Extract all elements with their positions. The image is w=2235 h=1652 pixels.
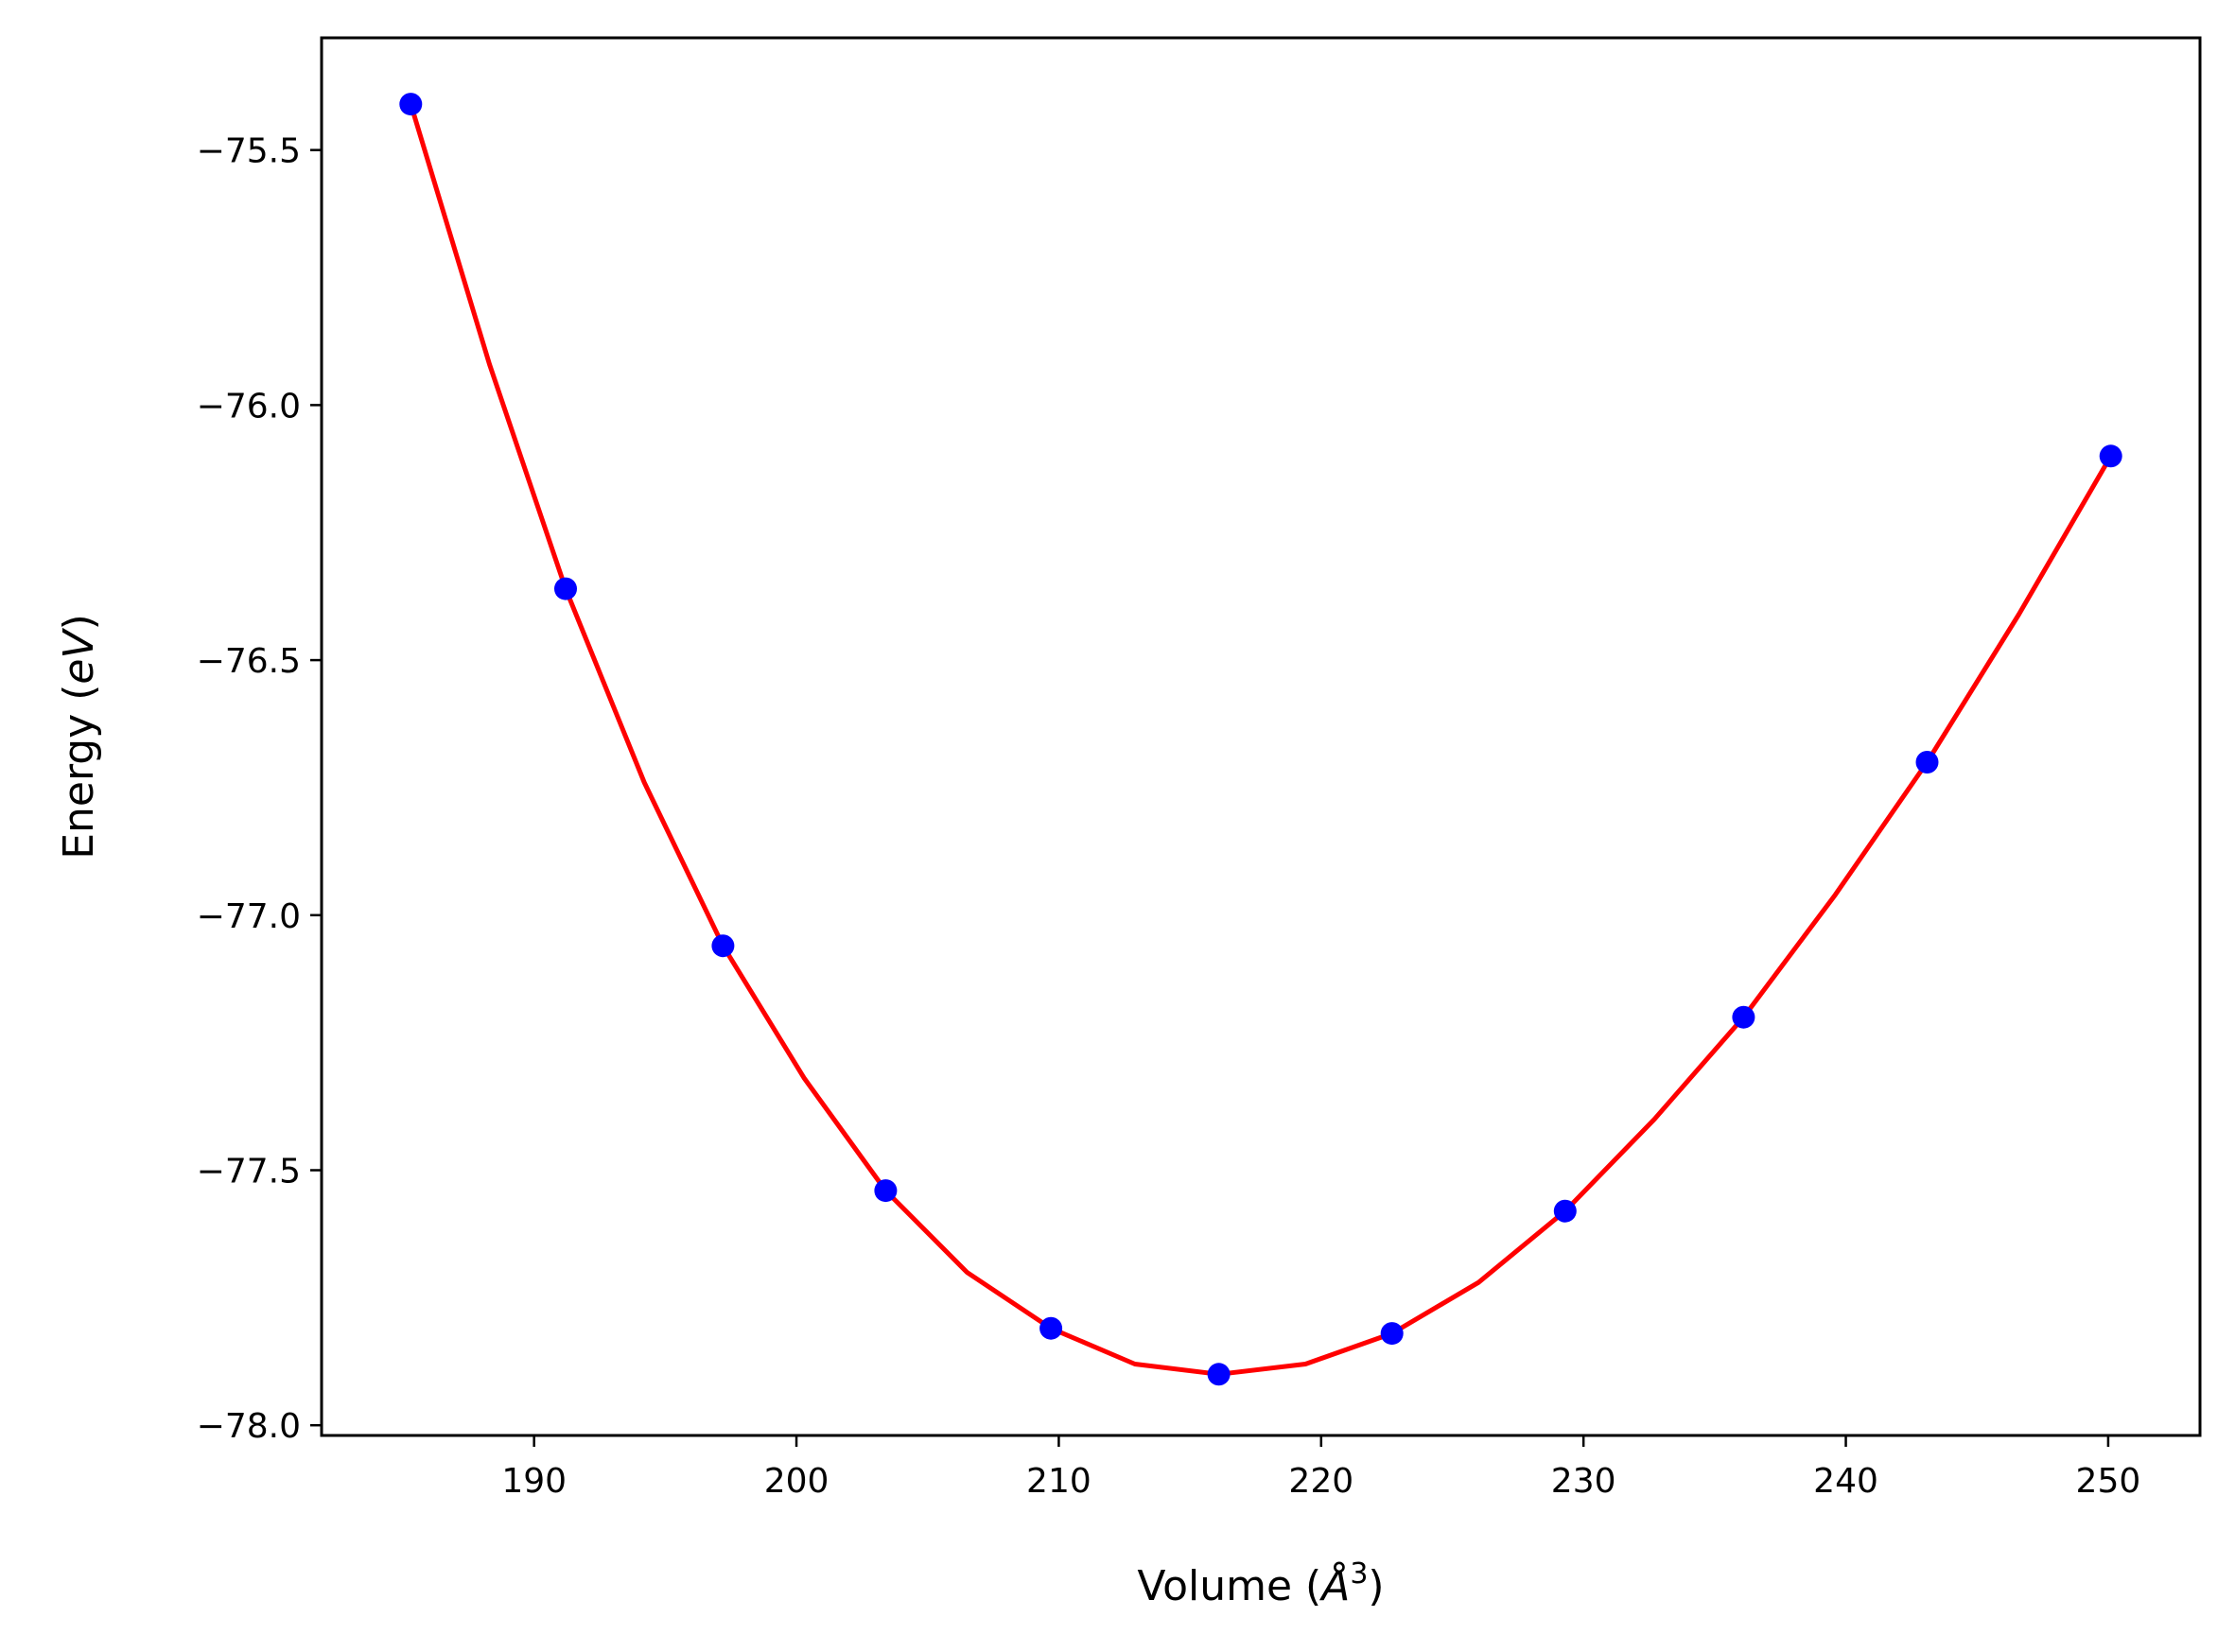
y-tick-label: −76.0 bbox=[197, 387, 301, 426]
data-point bbox=[1207, 1363, 1231, 1386]
x-axis: 190 200 210 220 230 240 250 bbox=[501, 1435, 2140, 1501]
data-point bbox=[874, 1179, 898, 1203]
y-tick-label: −75.5 bbox=[197, 132, 301, 171]
data-point bbox=[1915, 751, 1939, 774]
data-point bbox=[1732, 1005, 1755, 1029]
x-tick-label: 200 bbox=[764, 1462, 829, 1501]
y-axis-label-suffix: ) bbox=[55, 614, 103, 630]
x-axis-label-prefix: Volume ( bbox=[1137, 1562, 1321, 1610]
data-point bbox=[399, 93, 423, 116]
y-axis-label-prefix: Energy ( bbox=[55, 685, 103, 860]
y-tick-label: −77.0 bbox=[197, 897, 301, 936]
data-point bbox=[1380, 1322, 1404, 1346]
data-point bbox=[2099, 444, 2122, 468]
x-tick-label: 250 bbox=[2076, 1462, 2141, 1501]
y-tick-label: −78.0 bbox=[197, 1407, 301, 1446]
data-point bbox=[711, 934, 735, 958]
x-tick-label: 220 bbox=[1288, 1462, 1353, 1501]
x-axis-label: Volume (Å3) bbox=[1137, 1557, 1384, 1610]
data-point bbox=[1039, 1316, 1063, 1340]
y-tick-label: −76.5 bbox=[197, 642, 301, 681]
y-axis-label: Energy (eV) bbox=[55, 614, 103, 860]
x-axis-label-suffix: ) bbox=[1368, 1562, 1384, 1610]
y-tick-label: −77.5 bbox=[197, 1153, 301, 1191]
axes-frame bbox=[320, 36, 2202, 1437]
data-point bbox=[1553, 1199, 1577, 1223]
plot-area bbox=[399, 93, 2122, 1386]
x-tick-label: 240 bbox=[1813, 1462, 1878, 1501]
fit-curve bbox=[408, 103, 2113, 1377]
x-tick-label: 190 bbox=[501, 1462, 567, 1501]
x-axis-label-exponent: 3 bbox=[1350, 1557, 1368, 1591]
x-tick-label: 230 bbox=[1551, 1462, 1616, 1501]
y-axis: −75.5 −76.0 −76.5 −77.0 −77.5 −78.0 bbox=[197, 132, 322, 1446]
x-tick-label: 210 bbox=[1026, 1462, 1091, 1501]
data-point bbox=[554, 577, 577, 600]
x-axis-label-unit: Å bbox=[1318, 1560, 1350, 1610]
y-axis-label-unit: eV bbox=[55, 628, 103, 685]
